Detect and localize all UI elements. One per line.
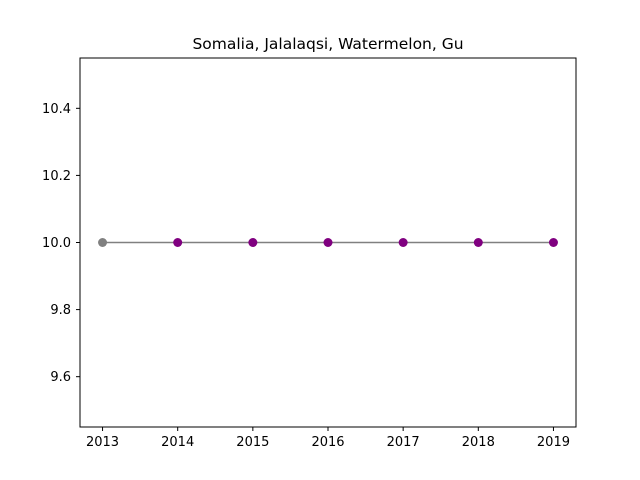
- data-point-2013: [98, 238, 108, 247]
- x-axis: 2013 2014 2015 2016 2017 2018 2019: [86, 427, 570, 450]
- y-tick-label: 10.2: [42, 169, 71, 184]
- x-tick-label: 2015: [236, 435, 269, 450]
- y-tick-label: 9.8: [50, 303, 71, 318]
- x-tick-label: 2016: [311, 435, 344, 450]
- series-layer: [98, 238, 558, 247]
- x-tick-label: 2013: [86, 435, 119, 450]
- y-tick-label: 10.0: [42, 236, 71, 251]
- data-point-2014: [173, 238, 183, 247]
- data-point-2015: [248, 238, 258, 247]
- data-point-2019: [548, 238, 558, 247]
- data-point-2018: [473, 238, 483, 247]
- data-point-2017: [398, 238, 408, 247]
- x-tick-label: 2014: [161, 435, 194, 450]
- y-tick-label: 9.6: [50, 370, 71, 385]
- x-tick-label: 2019: [537, 435, 570, 450]
- y-axis: 9.6 9.8 10.0 10.2 10.4: [42, 102, 80, 385]
- y-tick-label: 10.4: [42, 102, 71, 117]
- x-tick-label: 2017: [387, 435, 420, 450]
- data-point-2016: [323, 238, 333, 247]
- chart-title: Somalia, Jalalaqsi, Watermelon, Gu: [192, 35, 463, 53]
- x-tick-label: 2018: [462, 435, 495, 450]
